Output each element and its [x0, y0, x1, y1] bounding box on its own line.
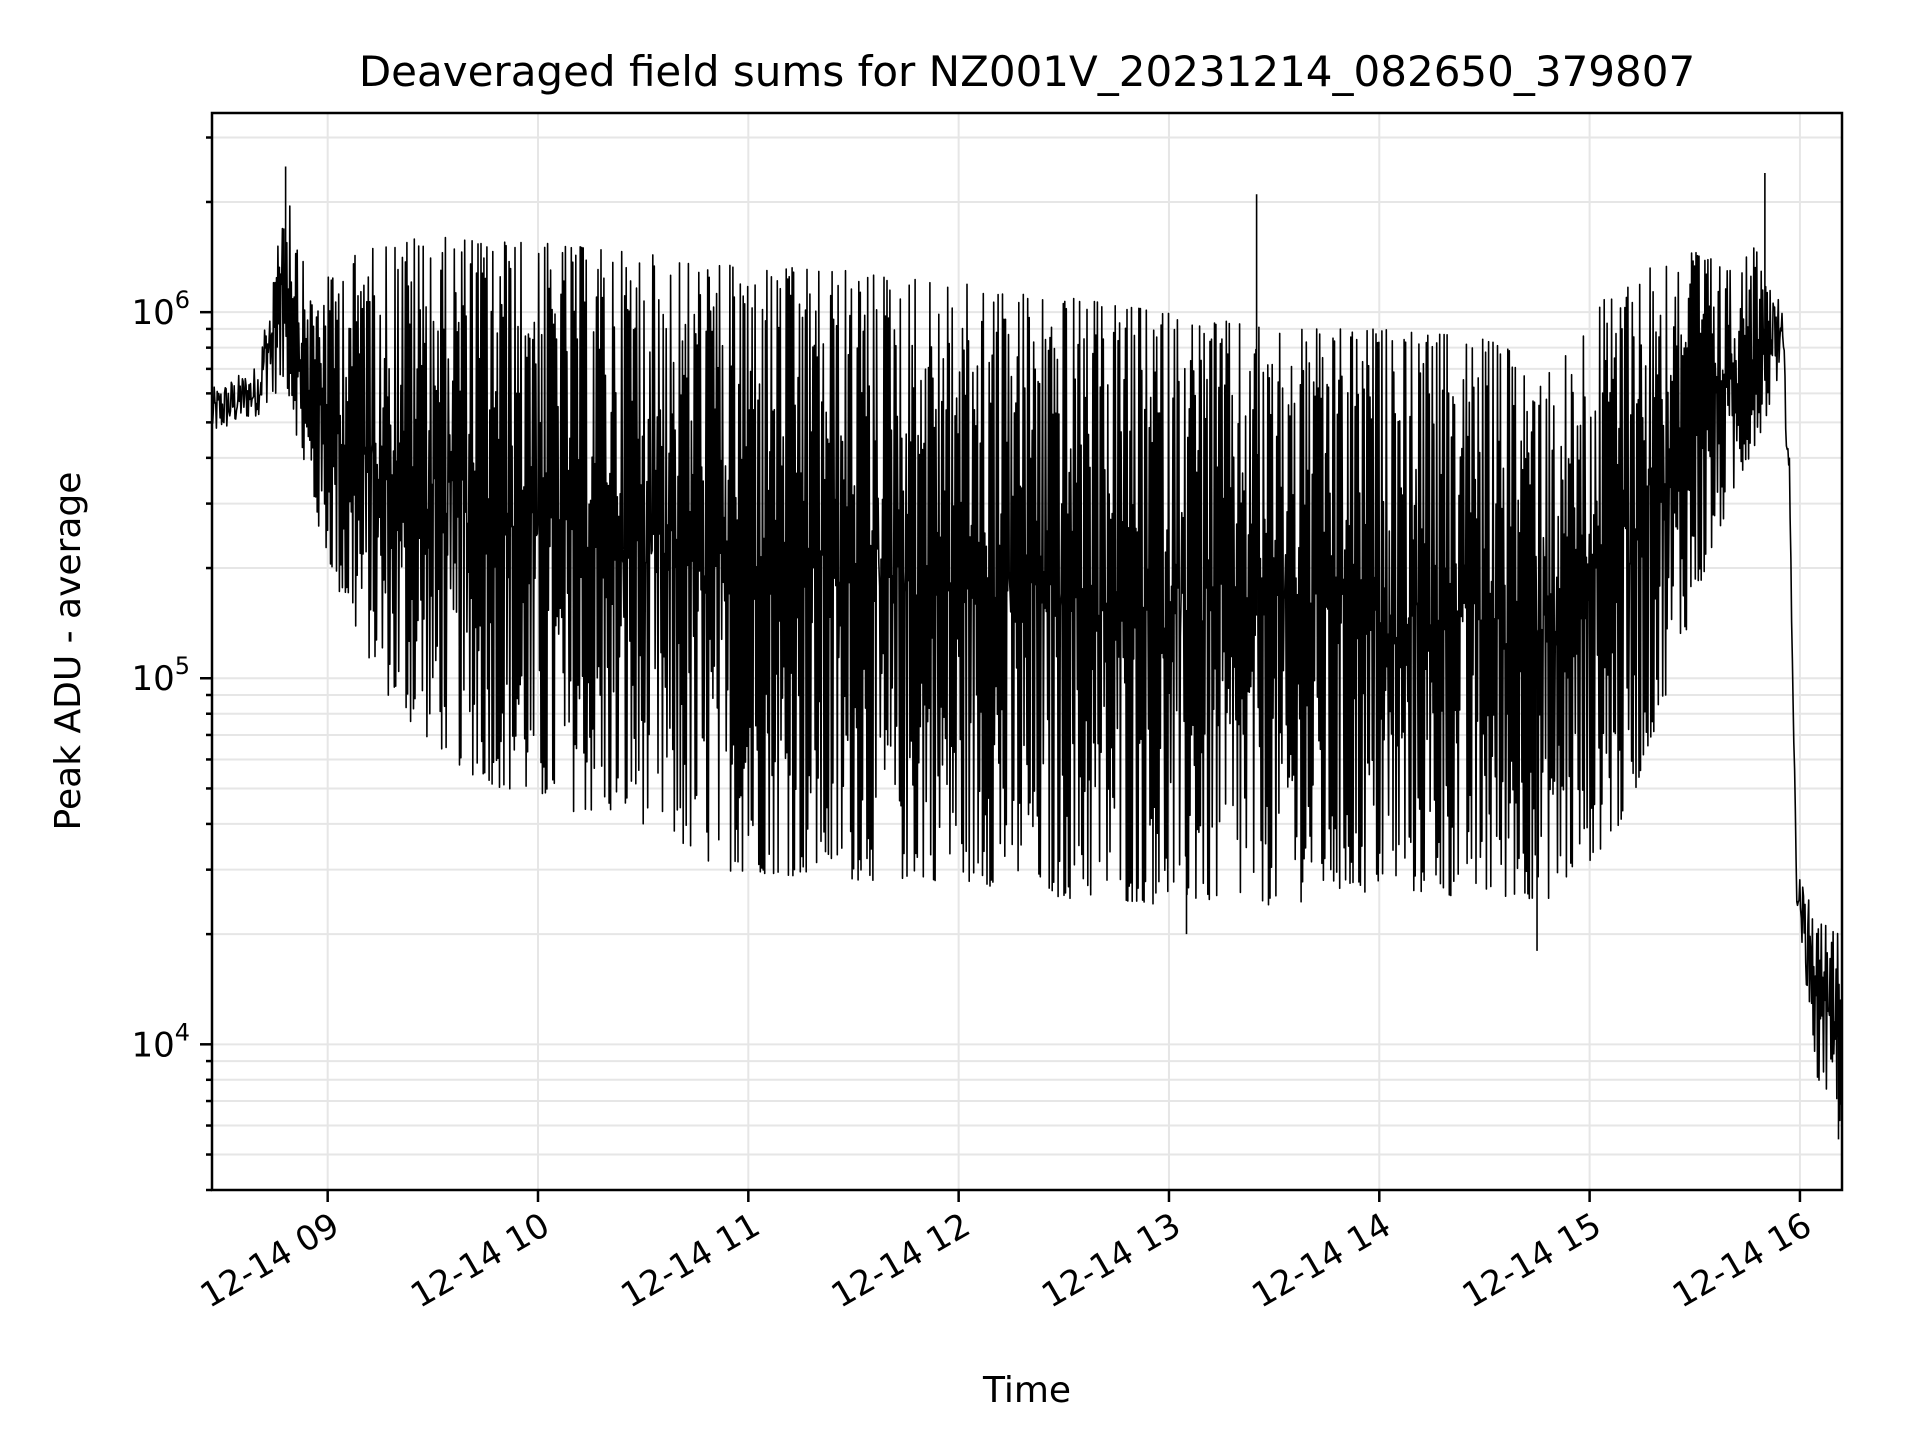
chart-title: Deaveraged field sums for NZ001V_2023121…: [359, 47, 1695, 96]
x-tick-label: 12-14 10: [404, 1205, 556, 1316]
x-tick-label: 12-14 13: [1035, 1205, 1187, 1316]
x-axis-ticks: 12-14 09 12-14 10 12-14 11 12-14 12 12-14 13…: [194, 1190, 1818, 1316]
y-tick-label: 106: [131, 286, 190, 333]
y-tick-label: 104: [131, 1018, 190, 1065]
x-tick-label: 12-14 14: [1245, 1205, 1397, 1316]
x-tick-label: 12-14 15: [1456, 1205, 1608, 1316]
x-axis-label: Time: [982, 1370, 1071, 1411]
data-series: [211, 166, 1843, 1140]
x-tick-label: 12-14 16: [1666, 1205, 1818, 1316]
y-axis-label: Peak ADU - average: [48, 472, 89, 831]
y-tick-label: 105: [131, 652, 190, 699]
plot-frame: [210, 111, 1844, 1192]
x-tick-label: 12-14 09: [194, 1205, 346, 1316]
y-axis-ticks: 104 105 106: [131, 136, 212, 1192]
series-line: [211, 205, 1843, 1122]
x-tick-label: 12-14 12: [825, 1205, 977, 1316]
x-tick-label: 12-14 11: [614, 1205, 766, 1316]
